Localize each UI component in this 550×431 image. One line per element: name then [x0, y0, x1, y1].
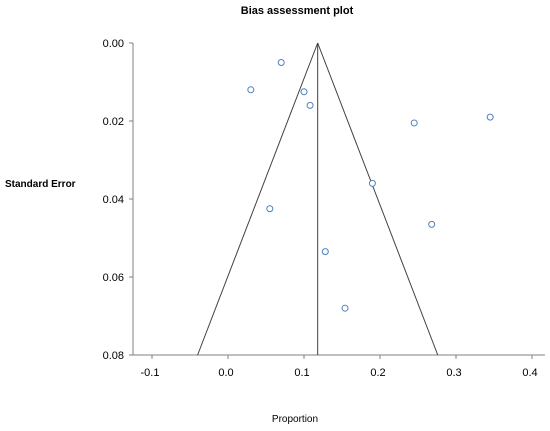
x-tick-label: -0.1: [141, 367, 160, 379]
y-tick-label: 0.00: [103, 38, 124, 50]
y-tick-label: 0.06: [103, 272, 124, 284]
data-point: [300, 88, 308, 96]
data-point: [266, 205, 274, 213]
x-tick-label: 0.3: [446, 367, 461, 379]
chart-title: Bias assessment plot: [241, 5, 354, 17]
funnel-left-boundary: [197, 42, 319, 356]
data-point: [247, 86, 255, 94]
data-point: [321, 248, 329, 256]
x-tick-label: 0.1: [294, 367, 309, 379]
x-tick-label: 0.0: [218, 367, 233, 379]
y-tick-label: 0.08: [103, 350, 124, 362]
y-tick-label: 0.02: [103, 116, 124, 128]
funnel-right-boundary: [317, 42, 439, 356]
axes: 0.00 0.02 0.04 0.06 0.08 -0.1 0.0 0.1 0.2 0.3 0.4: [103, 38, 545, 379]
y-tick-label: 0.04: [103, 194, 124, 206]
y-axis-label: Standard Error: [5, 179, 76, 190]
data-point: [341, 304, 349, 312]
x-tick-label: 0.4: [522, 367, 537, 379]
data-point: [306, 101, 314, 109]
data-point: [368, 179, 376, 187]
x-tick-label: 0.2: [370, 367, 385, 379]
data-point: [277, 59, 285, 66]
study-points: [247, 59, 494, 312]
data-point: [486, 113, 494, 121]
x-axis-label: Proportion: [272, 414, 318, 425]
funnel-lines: [197, 42, 439, 356]
data-point: [410, 119, 418, 127]
data-point: [428, 220, 436, 228]
